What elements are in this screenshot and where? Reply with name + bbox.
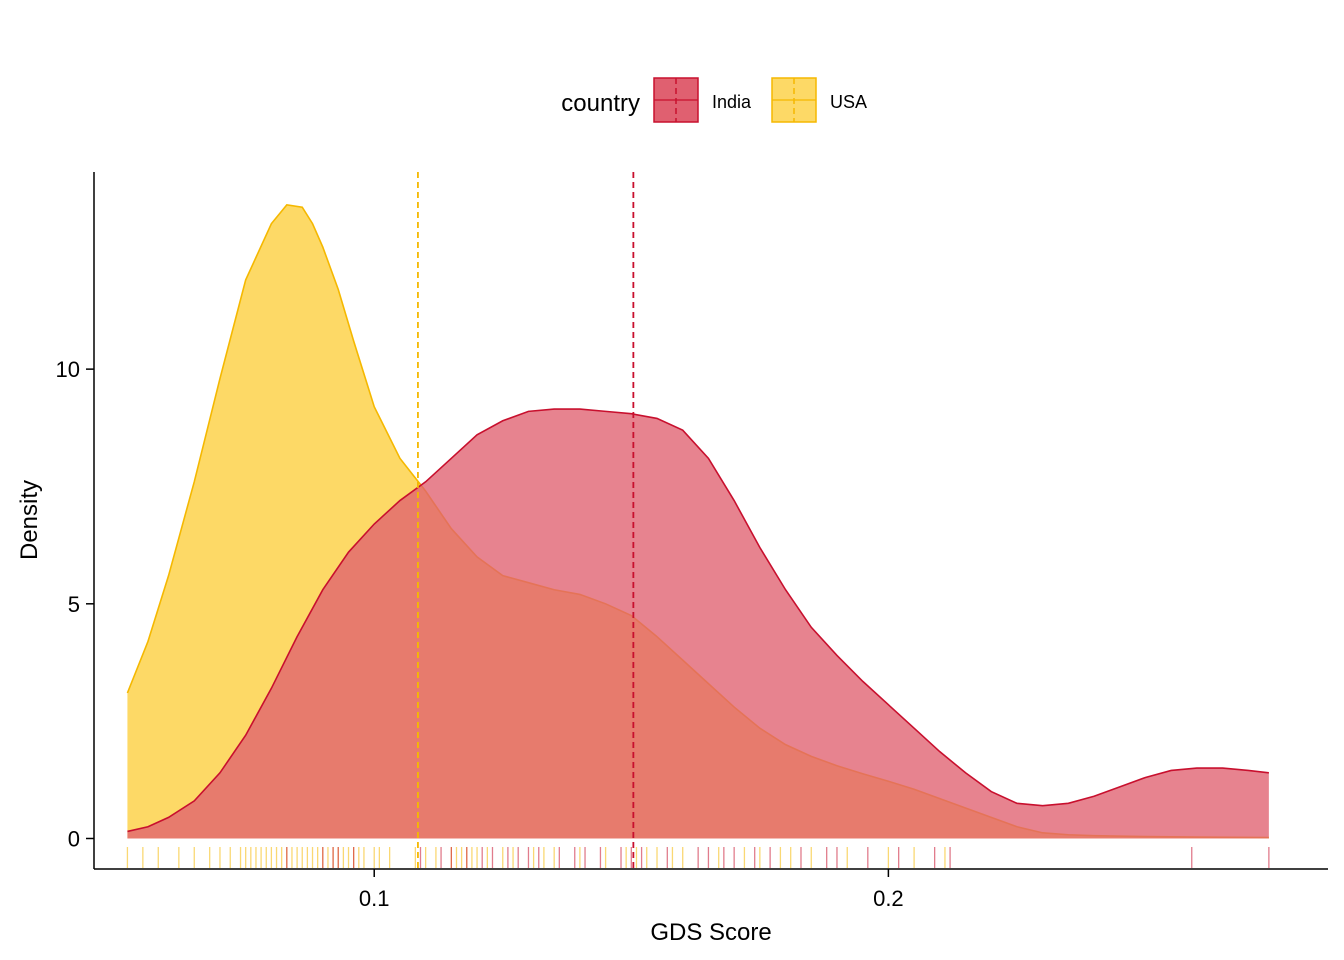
legend: country India USA bbox=[561, 77, 867, 123]
x-tick-label-0: 0.1 bbox=[359, 886, 390, 911]
rug-marks bbox=[126, 847, 1270, 868]
legend-entry-india: India bbox=[653, 77, 752, 123]
x-tick-label-1: 0.2 bbox=[873, 886, 904, 911]
legend-title: country bbox=[561, 90, 640, 117]
y-axis-ticks: 0 5 10 bbox=[56, 357, 94, 851]
y-tick-label-2: 10 bbox=[56, 357, 80, 382]
legend-entry-usa: USA bbox=[771, 77, 867, 123]
x-axis-ticks: 0.1 0.2 bbox=[359, 869, 904, 911]
mean-lines bbox=[417, 172, 635, 869]
plot-area bbox=[126, 204, 1269, 839]
y-tick-label-0: 0 bbox=[68, 826, 80, 851]
legend-label-india: India bbox=[712, 92, 752, 112]
axes: 0.1 0.2 0 5 10 GDS Score Density bbox=[16, 172, 1328, 946]
density-line-india bbox=[127, 408, 1269, 833]
legend-label-usa: USA bbox=[830, 92, 867, 112]
x-axis-label: GDS Score bbox=[650, 919, 771, 946]
y-tick-label-1: 5 bbox=[68, 592, 80, 617]
density-area-india bbox=[127, 409, 1269, 839]
y-axis-label: Density bbox=[16, 480, 43, 560]
